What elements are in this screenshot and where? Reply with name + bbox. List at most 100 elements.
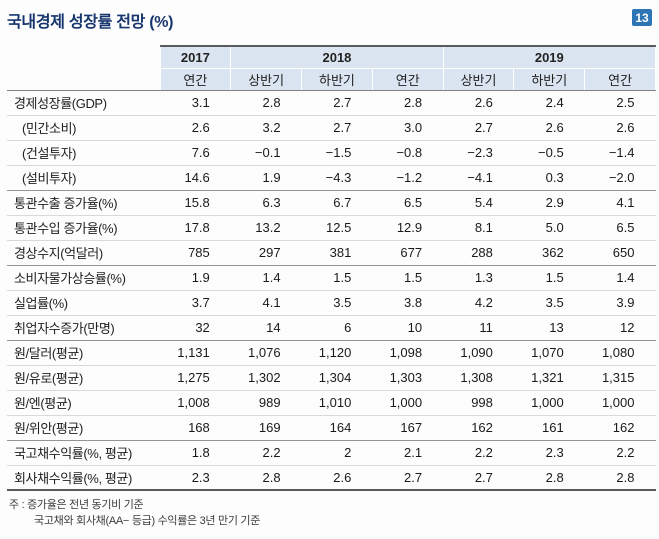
- cell-value: 6.5: [372, 190, 444, 216]
- sub-header-5: 하반기: [513, 68, 586, 91]
- cell-value: 4.1: [230, 290, 302, 316]
- cell-value: 1,315: [584, 365, 656, 391]
- row-label: 원/엔(평균): [7, 390, 160, 416]
- cell-value: 1,308: [443, 365, 514, 391]
- cell-value: 2.6: [301, 465, 373, 491]
- row-label: 소비자물가상승률(%): [7, 265, 160, 291]
- cell-value: 785: [160, 240, 231, 266]
- cell-value: −0.5: [513, 140, 585, 166]
- cell-value: 2.7: [443, 465, 514, 491]
- cell-value: 5.4: [443, 190, 514, 216]
- row-label: 경제성장률(GDP): [7, 90, 160, 116]
- cell-value: 1.5: [513, 265, 585, 291]
- cell-value: 1.9: [230, 165, 302, 191]
- cell-value: 11: [443, 315, 514, 341]
- footnotes: 주 : 증가율은 전년 동기비 기준 국고채와 회사채(AA− 등급) 수익률은…: [9, 498, 654, 530]
- cell-value: 1,321: [513, 365, 585, 391]
- row-label: 경상수지(억달러): [7, 240, 160, 266]
- table-row: 통관수출 증가율(%) 15.8 6.3 6.7 6.5 5.4 2.9 4.1: [7, 190, 656, 216]
- cell-value: 1.9: [160, 265, 231, 291]
- cell-value: 8.1: [443, 215, 514, 241]
- row-label: 통관수입 증가율(%): [7, 215, 160, 241]
- table-row: 국고채수익률(%, 평균) 1.8 2.2 2 2.1 2.2 2.3 2.2: [7, 440, 656, 466]
- page-number-badge: 13: [632, 9, 652, 26]
- cell-value: −4.1: [443, 165, 514, 191]
- table-row: 소비자물가상승률(%) 1.9 1.4 1.5 1.5 1.3 1.5 1.4: [7, 265, 656, 291]
- cell-value: 3.7: [160, 290, 231, 316]
- cell-value: −2.3: [443, 140, 514, 166]
- footnote-line-2: 국고채와 회사채(AA− 등급) 수익률은 3년 만기 기준: [34, 514, 261, 527]
- cell-value: 3.5: [301, 290, 373, 316]
- cell-value: 2.7: [301, 115, 373, 141]
- cell-value: 1,010: [301, 390, 373, 416]
- year-header-2017: 2017: [159, 45, 232, 69]
- row-label: (설비투자): [7, 165, 160, 191]
- cell-value: 7.6: [160, 140, 231, 166]
- cell-value: 5.0: [513, 215, 585, 241]
- row-label: 회사채수익률(%, 평균): [7, 465, 160, 491]
- sub-header-0: 연간: [159, 68, 232, 91]
- cell-value: 1,008: [160, 390, 231, 416]
- cell-value: 3.5: [513, 290, 585, 316]
- table-row: 경제성장률(GDP) 3.1 2.8 2.7 2.8 2.6 2.4 2.5: [7, 90, 656, 116]
- cell-value: 4.1: [584, 190, 656, 216]
- cell-value: 3.1: [160, 90, 231, 116]
- cell-value: 12.5: [301, 215, 373, 241]
- footnote-line-1: 주 : 증가율은 전년 동기비 기준: [9, 499, 144, 511]
- cell-value: 650: [584, 240, 656, 266]
- cell-value: 32: [160, 315, 231, 341]
- cell-value: 6.5: [584, 215, 656, 241]
- cell-value: 3.2: [230, 115, 302, 141]
- cell-value: 17.8: [160, 215, 231, 241]
- cell-value: 1,120: [301, 340, 373, 366]
- table-row: (건설투자) 7.6 −0.1 −1.5 −0.8 −2.3 −0.5 −1.4: [7, 140, 656, 166]
- row-label: (건설투자): [7, 140, 160, 166]
- cell-value: 2.3: [160, 465, 231, 491]
- table-row: 원/달러(평균) 1,131 1,076 1,120 1,098 1,090 1,070 1,…: [7, 340, 656, 366]
- cell-value: 2.9: [513, 190, 585, 216]
- cell-value: 6.7: [301, 190, 373, 216]
- sub-header-3: 연간: [371, 68, 444, 91]
- cell-value: 168: [160, 415, 231, 441]
- cell-value: 1,000: [372, 390, 444, 416]
- row-label: 원/위안(평균): [7, 415, 160, 441]
- table-row: 경상수지(억달러) 785 297 381 677 288 362 650: [7, 240, 656, 266]
- cell-value: 2: [301, 440, 373, 466]
- cell-value: 2.2: [443, 440, 514, 466]
- cell-value: 2.6: [513, 115, 585, 141]
- cell-value: −0.8: [372, 140, 444, 166]
- sub-header-4: 상반기: [442, 68, 515, 91]
- table-row: 원/엔(평균) 1,008 989 1,010 1,000 998 1,000 1,000: [7, 390, 656, 416]
- cell-value: 1,076: [230, 340, 302, 366]
- cell-value: 1,304: [301, 365, 373, 391]
- cell-value: 1,131: [160, 340, 231, 366]
- cell-value: 2.7: [443, 115, 514, 141]
- cell-value: 2.8: [372, 90, 444, 116]
- cell-value: 1.5: [301, 265, 373, 291]
- cell-value: 989: [230, 390, 302, 416]
- cell-value: 2.8: [230, 465, 302, 491]
- cell-value: 6: [301, 315, 373, 341]
- cell-value: 2.6: [443, 90, 514, 116]
- cell-value: 2.8: [584, 465, 656, 491]
- cell-value: 13: [513, 315, 585, 341]
- cell-value: 2.6: [584, 115, 656, 141]
- cell-value: 2.8: [230, 90, 302, 116]
- cell-value: 12: [584, 315, 656, 341]
- year-header-2019: 2019: [442, 45, 657, 69]
- cell-value: −1.5: [301, 140, 373, 166]
- cell-value: 2.4: [513, 90, 585, 116]
- table-row: 취업자수증가(만명) 32 14 6 10 11 13 12: [7, 315, 656, 341]
- table-row: (민간소비) 2.6 3.2 2.7 3.0 2.7 2.6 2.6: [7, 115, 656, 141]
- sub-header-1: 상반기: [230, 68, 303, 91]
- cell-value: 362: [513, 240, 585, 266]
- cell-value: 167: [372, 415, 444, 441]
- cell-value: 2.7: [301, 90, 373, 116]
- cell-value: 677: [372, 240, 444, 266]
- forecast-table: 2017 2018 2019 연간 상반기 하반기 연간 상반기 하반기 연간 경제성장률(GD…: [7, 45, 657, 491]
- cell-value: 1,303: [372, 365, 444, 391]
- cell-value: 4.2: [443, 290, 514, 316]
- table-header: 2017 2018 2019 연간 상반기 하반기 연간 상반기 하반기 연간: [7, 45, 657, 91]
- cell-value: 2.8: [513, 465, 585, 491]
